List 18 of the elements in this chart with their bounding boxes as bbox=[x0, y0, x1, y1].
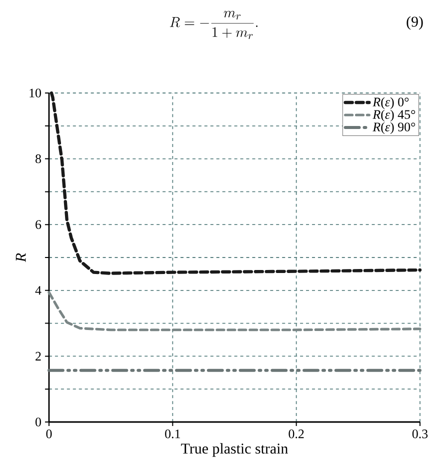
y-tick-label: 6 bbox=[35, 220, 41, 229]
legend-label: R(ε) 45° bbox=[372, 110, 415, 122]
line-series bbox=[50, 91, 422, 275]
y-tick-label: 10 bbox=[29, 88, 41, 98]
x-axis-title: True plastic strain bbox=[180, 443, 288, 457]
text: $R = -\frac{m_r}{1+m_r}.$ bbox=[170, 10, 258, 40]
x-tick-label: 0 bbox=[46, 430, 52, 438]
x-tick-label: 0.2 bbox=[288, 430, 304, 438]
x-tick-label: 0.1 bbox=[164, 430, 180, 438]
y-tick-label: 2 bbox=[35, 352, 41, 360]
y-tick-label: 0 bbox=[35, 418, 41, 426]
x-tick-label: 0.3 bbox=[412, 430, 428, 438]
y-tick-label: 8 bbox=[35, 154, 41, 164]
legend-label: R(ε) 90° bbox=[372, 122, 415, 134]
y-tick-label: 4 bbox=[35, 286, 42, 295]
y-axis-title: R bbox=[16, 253, 26, 262]
text: (9) bbox=[406, 16, 423, 30]
legend-label: R(ε) 0° bbox=[372, 97, 408, 110]
